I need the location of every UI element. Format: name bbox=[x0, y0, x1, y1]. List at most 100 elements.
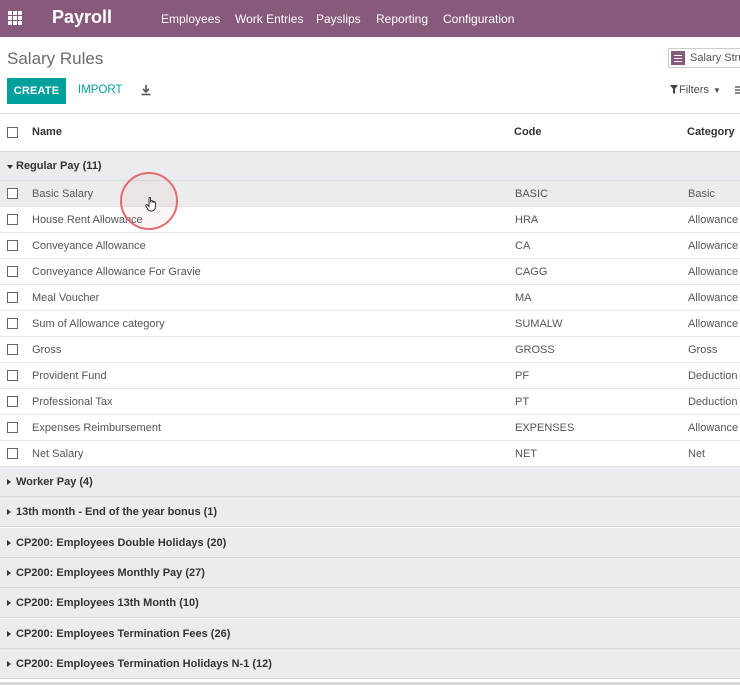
cell-category: Deduction bbox=[688, 396, 738, 408]
create-button[interactable]: CREATE bbox=[7, 78, 66, 104]
caret-right-icon bbox=[7, 540, 11, 546]
row-checkbox[interactable] bbox=[7, 188, 18, 199]
search-input[interactable]: Salary Stru bbox=[668, 48, 740, 68]
cell-category: Allowance bbox=[688, 422, 739, 434]
cell-code: BASIC bbox=[515, 188, 549, 200]
list-facet-icon bbox=[671, 51, 685, 65]
cell-category: Allowance bbox=[688, 292, 739, 304]
caret-right-icon bbox=[7, 661, 11, 667]
cell-code: NET bbox=[515, 448, 537, 460]
column-header-name[interactable]: Name bbox=[32, 126, 62, 138]
cell-name: Sum of Allowance category bbox=[32, 318, 165, 330]
row-checkbox[interactable] bbox=[7, 448, 18, 459]
group-row-collapsed[interactable]: 13th month - End of the year bonus (1) bbox=[0, 497, 740, 527]
table-row[interactable]: House Rent Allowance HRA Allowance bbox=[0, 207, 740, 233]
menu-configuration[interactable]: Configuration bbox=[443, 12, 515, 26]
cell-code: CA bbox=[515, 240, 531, 252]
table-row[interactable]: Meal Voucher MA Allowance bbox=[0, 285, 740, 311]
cell-category: Net bbox=[688, 448, 706, 460]
table-row[interactable]: Provident Fund PF Deduction bbox=[0, 363, 740, 389]
menu-work-entries[interactable]: Work Entries bbox=[235, 12, 304, 26]
column-header-category[interactable]: Category bbox=[687, 126, 735, 138]
table-header: Name Code Category bbox=[0, 113, 740, 152]
caret-right-icon bbox=[7, 509, 11, 515]
filter-funnel-icon bbox=[670, 85, 678, 94]
group-label: CP200: Employees Monthly Pay (27) bbox=[16, 567, 205, 579]
group-row-collapsed[interactable]: CP200: Employees Double Holidays (20) bbox=[0, 528, 740, 558]
row-checkbox[interactable] bbox=[7, 214, 18, 225]
caret-right-icon bbox=[7, 479, 11, 485]
row-checkbox[interactable] bbox=[7, 370, 18, 381]
cell-name: Net Salary bbox=[32, 448, 84, 460]
row-checkbox[interactable] bbox=[7, 318, 18, 329]
table-row[interactable]: Sum of Allowance category SUMALW Allowance bbox=[0, 311, 740, 337]
app-name[interactable]: Payroll bbox=[52, 7, 113, 27]
row-checkbox[interactable] bbox=[7, 266, 18, 277]
filters-label: Filters bbox=[679, 84, 709, 96]
row-checkbox[interactable] bbox=[7, 396, 18, 407]
cell-category: Allowance bbox=[688, 318, 739, 330]
table-row[interactable]: Expenses Reimbursement EXPENSES Allowance bbox=[0, 415, 740, 441]
bottom-divider bbox=[0, 682, 740, 685]
group-row-collapsed[interactable]: CP200: Employees Monthly Pay (27) bbox=[0, 558, 740, 588]
menu-employees[interactable]: Employees bbox=[161, 12, 221, 26]
page-title: Salary Rules bbox=[7, 49, 104, 68]
search-facet-label: Salary Stru bbox=[690, 52, 740, 64]
group-label: 13th month - End of the year bonus (1) bbox=[16, 506, 218, 518]
table-row[interactable]: Net Salary NET Net bbox=[0, 441, 740, 467]
group-row-collapsed[interactable]: CP200: Employees Termination Fees (26) bbox=[0, 619, 740, 649]
caret-right-icon bbox=[7, 600, 11, 606]
row-checkbox[interactable] bbox=[7, 240, 18, 251]
cell-code: HRA bbox=[515, 214, 539, 226]
download-icon[interactable] bbox=[140, 84, 152, 97]
group-label: CP200: Employees 13th Month (10) bbox=[16, 597, 199, 609]
table-row[interactable]: Conveyance Allowance For Gravie CAGG Allow… bbox=[0, 259, 740, 285]
cell-name: Conveyance Allowance bbox=[32, 240, 146, 252]
cell-name: Gross bbox=[32, 344, 62, 356]
cell-code: MA bbox=[515, 292, 532, 304]
cell-name: Professional Tax bbox=[32, 396, 113, 408]
group-row-collapsed[interactable]: Worker Pay (4) bbox=[0, 467, 740, 497]
caret-right-icon bbox=[7, 631, 11, 637]
cell-category: Allowance bbox=[688, 214, 739, 226]
table-row[interactable]: Conveyance Allowance CA Allowance bbox=[0, 233, 740, 259]
menu-payslips[interactable]: Payslips bbox=[316, 12, 361, 26]
cell-code: PT bbox=[515, 396, 530, 408]
cell-code: EXPENSES bbox=[515, 422, 575, 434]
apps-grid-icon[interactable] bbox=[8, 11, 22, 25]
top-navbar: Payroll Employees Work Entries Payslips … bbox=[0, 0, 740, 37]
row-checkbox[interactable] bbox=[7, 292, 18, 303]
filters-dropdown[interactable]: Filters ▼ bbox=[670, 84, 721, 96]
cell-code: GROSS bbox=[515, 344, 555, 356]
group-label: Worker Pay (4) bbox=[16, 476, 93, 488]
import-button[interactable]: IMPORT bbox=[78, 84, 123, 96]
cell-category: Deduction bbox=[688, 370, 738, 382]
top-menu: Employees Work Entries Payslips Reportin… bbox=[0, 0, 740, 37]
chevron-down-icon: ▼ bbox=[712, 86, 721, 95]
group-by-icon[interactable] bbox=[735, 86, 740, 94]
table-row[interactable]: Basic Salary BASIC Basic bbox=[0, 181, 740, 207]
cell-name: Meal Voucher bbox=[32, 292, 100, 304]
group-label: CP200: Employees Termination Fees (26) bbox=[16, 628, 231, 640]
cell-code: SUMALW bbox=[515, 318, 563, 330]
table-row[interactable]: Professional Tax PT Deduction bbox=[0, 389, 740, 415]
group-row-expanded[interactable]: Regular Pay (11) bbox=[0, 152, 740, 181]
cell-category: Gross bbox=[688, 344, 718, 356]
menu-reporting[interactable]: Reporting bbox=[376, 12, 429, 26]
caret-right-icon bbox=[7, 570, 11, 576]
cell-name: House Rent Allowance bbox=[32, 214, 143, 226]
select-all-checkbox[interactable] bbox=[7, 127, 18, 138]
cell-name: Basic Salary bbox=[32, 188, 94, 200]
group-label: CP200: Employees Double Holidays (20) bbox=[16, 537, 227, 549]
cell-code: CAGG bbox=[515, 266, 548, 278]
group-row-collapsed[interactable]: CP200: Employees Termination Holidays N-… bbox=[0, 649, 740, 679]
cell-category: Basic bbox=[688, 188, 715, 200]
column-header-code[interactable]: Code bbox=[514, 126, 542, 138]
group-label: Regular Pay (11) bbox=[16, 160, 102, 172]
group-row-collapsed[interactable]: CP200: Employees 13th Month (10) bbox=[0, 588, 740, 618]
cell-name: Expenses Reimbursement bbox=[32, 422, 162, 434]
row-checkbox[interactable] bbox=[7, 344, 18, 355]
row-checkbox[interactable] bbox=[7, 422, 18, 433]
cell-name: Conveyance Allowance For Gravie bbox=[32, 266, 201, 278]
table-row[interactable]: Gross GROSS Gross bbox=[0, 337, 740, 363]
